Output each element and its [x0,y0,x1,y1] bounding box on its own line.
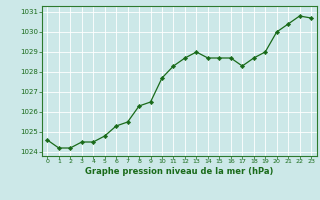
X-axis label: Graphe pression niveau de la mer (hPa): Graphe pression niveau de la mer (hPa) [85,167,273,176]
